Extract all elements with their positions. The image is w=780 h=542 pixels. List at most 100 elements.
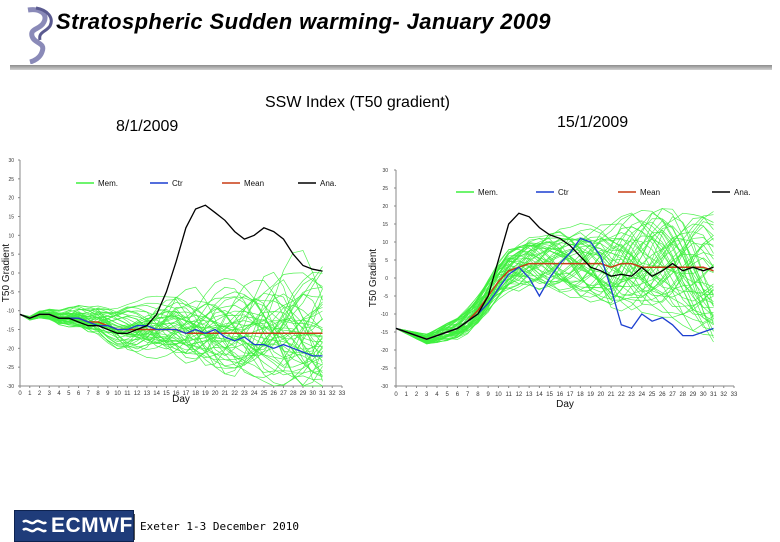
member-line bbox=[395, 244, 714, 341]
x-tick-label: 2 bbox=[415, 392, 419, 398]
x-tick-label: 24 bbox=[251, 391, 258, 397]
x-tick-label: 16 bbox=[557, 392, 564, 398]
x-tick-label: 6 bbox=[456, 392, 460, 398]
x-tick-label: 18 bbox=[577, 392, 584, 398]
x-tick-label: 31 bbox=[710, 392, 717, 398]
x-tick-label: 5 bbox=[67, 391, 71, 397]
y-tick-label: 20 bbox=[382, 204, 388, 210]
x-tick-label: 1 bbox=[28, 391, 32, 397]
member-line bbox=[395, 212, 714, 342]
member-line bbox=[19, 314, 323, 374]
x-tick-label: 15 bbox=[163, 391, 170, 397]
x-tick-label: 30 bbox=[700, 392, 707, 398]
x-tick-label: 28 bbox=[679, 392, 686, 398]
x-tick-label: 26 bbox=[270, 391, 277, 397]
x-tick-label: 4 bbox=[435, 392, 439, 398]
legend-label: Ctr bbox=[172, 179, 183, 188]
y-tick-label: -5 bbox=[384, 294, 389, 300]
member-line bbox=[395, 239, 714, 343]
member-line bbox=[19, 311, 323, 342]
x-tick-label: 29 bbox=[300, 391, 307, 397]
x-tick-label: 14 bbox=[536, 392, 543, 398]
y-tick-label: -10 bbox=[7, 309, 14, 315]
y-tick-label: 10 bbox=[382, 240, 388, 246]
footer-event: Exeter 1-3 December 2010 bbox=[140, 520, 299, 533]
y-axis-label: T50 Gradient bbox=[368, 249, 379, 308]
analysis-line bbox=[395, 212, 714, 340]
x-tick-label: 13 bbox=[526, 392, 533, 398]
x-tick-label: 27 bbox=[280, 391, 287, 397]
chart-heading: SSW Index (T50 gradient) bbox=[265, 94, 450, 111]
x-axis-label: Day bbox=[556, 399, 574, 410]
member-line bbox=[19, 314, 323, 373]
y-tick-label: 0 bbox=[385, 276, 388, 282]
x-tick-label: 22 bbox=[618, 392, 625, 398]
member-line bbox=[395, 228, 714, 338]
member-line bbox=[395, 236, 714, 335]
x-tick-label: 25 bbox=[261, 391, 268, 397]
legend-label: Mem. bbox=[478, 188, 498, 197]
right-chart-date: 15/1/2009 bbox=[557, 114, 629, 131]
member-line bbox=[395, 223, 714, 342]
y-tick-label: 5 bbox=[385, 258, 388, 264]
title-divider bbox=[10, 65, 772, 70]
x-tick-label: 20 bbox=[598, 392, 605, 398]
y-axis-label: T50 Gradient bbox=[1, 244, 12, 303]
member-line bbox=[19, 303, 323, 378]
y-tick-label: 0 bbox=[11, 271, 14, 277]
y-tick-label: 20 bbox=[8, 196, 14, 202]
x-tick-label: 23 bbox=[241, 391, 248, 397]
x-tick-label: 12 bbox=[134, 391, 141, 397]
x-tick-label: 21 bbox=[222, 391, 229, 397]
member-line bbox=[19, 250, 323, 364]
member-line bbox=[19, 305, 323, 367]
x-tick-label: 26 bbox=[659, 392, 666, 398]
member-line bbox=[19, 279, 323, 382]
member-line bbox=[395, 223, 714, 335]
x-tick-label: 28 bbox=[290, 391, 297, 397]
x-tick-label: 18 bbox=[192, 391, 199, 397]
x-tick-label: 17 bbox=[183, 391, 190, 397]
y-tick-label: -25 bbox=[381, 366, 388, 372]
x-tick-label: 3 bbox=[48, 391, 52, 397]
ecmwf-wave-icon bbox=[22, 519, 47, 533]
x-tick-label: 10 bbox=[495, 392, 502, 398]
x-tick-label: 19 bbox=[587, 392, 594, 398]
x-tick-label: 33 bbox=[339, 391, 346, 397]
x-tick-label: 2 bbox=[38, 391, 42, 397]
x-tick-label: 31 bbox=[319, 391, 326, 397]
y-tick-label: 30 bbox=[8, 158, 14, 164]
member-line bbox=[19, 272, 323, 355]
legend-label: Mean bbox=[244, 179, 264, 188]
x-tick-label: 9 bbox=[487, 392, 491, 398]
x-tick-label: 27 bbox=[669, 392, 676, 398]
x-tick-label: 10 bbox=[114, 391, 121, 397]
member-line bbox=[395, 242, 714, 338]
member-line bbox=[19, 271, 323, 354]
x-tick-label: 29 bbox=[690, 392, 697, 398]
member-line bbox=[19, 313, 323, 360]
x-tick-label: 11 bbox=[506, 392, 513, 398]
x-tick-label: 32 bbox=[720, 392, 727, 398]
x-tick-label: 16 bbox=[173, 391, 180, 397]
x-tick-label: 0 bbox=[18, 391, 22, 397]
x-tick-label: 32 bbox=[329, 391, 336, 397]
x-tick-label: 4 bbox=[57, 391, 61, 397]
x-tick-label: 15 bbox=[546, 392, 553, 398]
x-tick-label: 1 bbox=[405, 392, 409, 398]
x-tick-label: 11 bbox=[124, 391, 131, 397]
ecmwf-logo: ECMWF bbox=[14, 510, 134, 542]
member-line bbox=[395, 223, 714, 337]
member-line bbox=[395, 238, 714, 343]
y-tick-label: -30 bbox=[7, 384, 14, 390]
y-tick-label: -20 bbox=[381, 348, 388, 354]
y-tick-label: 15 bbox=[8, 215, 14, 221]
page-title: Stratospheric Sudden warming- January 20… bbox=[56, 9, 551, 34]
member-line bbox=[395, 237, 714, 345]
ecmwf-swirl-logo-icon bbox=[27, 6, 53, 64]
x-tick-label: 23 bbox=[628, 392, 635, 398]
member-line bbox=[395, 239, 714, 344]
x-tick-label: 0 bbox=[394, 392, 398, 398]
member-line bbox=[19, 299, 323, 351]
